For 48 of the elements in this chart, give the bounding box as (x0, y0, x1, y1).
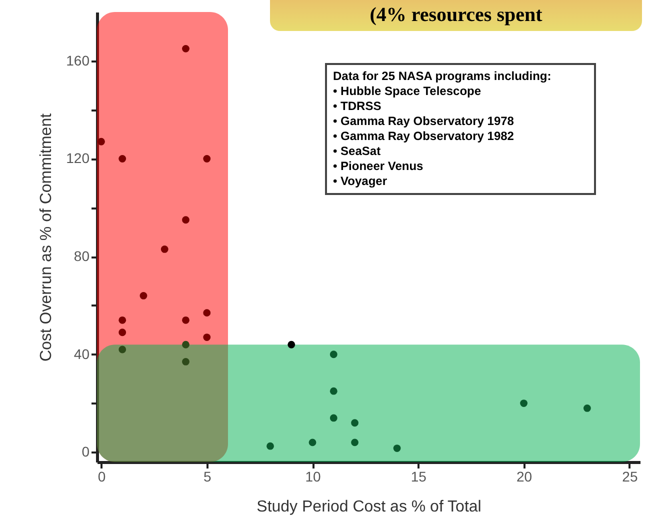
y-tick-label: 160 (66, 52, 90, 68)
annotation: • Gamma Ray Observatory 1982 (333, 129, 515, 144)
point (330, 387, 338, 395)
point (160, 246, 168, 253)
point (182, 340, 190, 348)
point (288, 340, 296, 348)
point (393, 444, 401, 452)
annotation: • Hubble Space Telescope (333, 84, 482, 99)
point (351, 438, 358, 446)
x-tick-label: 25 (622, 468, 638, 484)
annotation: • Pioneer Venus (333, 159, 424, 174)
x-tick-label: 0 (98, 468, 106, 484)
point (308, 438, 316, 446)
point (351, 419, 358, 427)
x-tick-label: 20 (516, 468, 532, 484)
point (182, 316, 190, 324)
y-tick-label: 80 (74, 248, 90, 264)
annotation: • SeaSat (333, 144, 382, 159)
point (118, 328, 126, 336)
point (330, 350, 338, 358)
y-axis-title: Cost Overrun as % of Commitment (38, 112, 56, 362)
point (203, 334, 211, 341)
y-tick-label: 0 (82, 444, 90, 460)
point (118, 316, 126, 324)
annotation: • TDRSS (333, 99, 382, 114)
point (118, 155, 126, 162)
x-tick-label: 5 (203, 468, 212, 484)
point (182, 216, 190, 224)
point (182, 358, 190, 366)
point (203, 155, 211, 162)
annotation: • Gamma Ray Observatory 1978 (333, 114, 515, 129)
point (330, 414, 338, 422)
point (583, 404, 591, 412)
point (203, 309, 211, 317)
point (182, 44, 190, 52)
point (140, 292, 148, 300)
annotation: • Voyager (333, 174, 388, 189)
x-axis-title: Study Period Cost as % of Total (256, 498, 482, 516)
point (118, 346, 126, 354)
y-tick-label: 120 (66, 150, 90, 166)
x-tick-label: 10 (305, 468, 322, 484)
point (98, 138, 105, 146)
point (520, 400, 528, 408)
point (266, 442, 274, 450)
callout-box: (4% resources spent (270, 0, 642, 31)
x-tick-label: 15 (410, 468, 427, 484)
y-tick-label: 40 (74, 346, 90, 362)
annotation: Data for 25 NASA programs including: (333, 69, 552, 84)
